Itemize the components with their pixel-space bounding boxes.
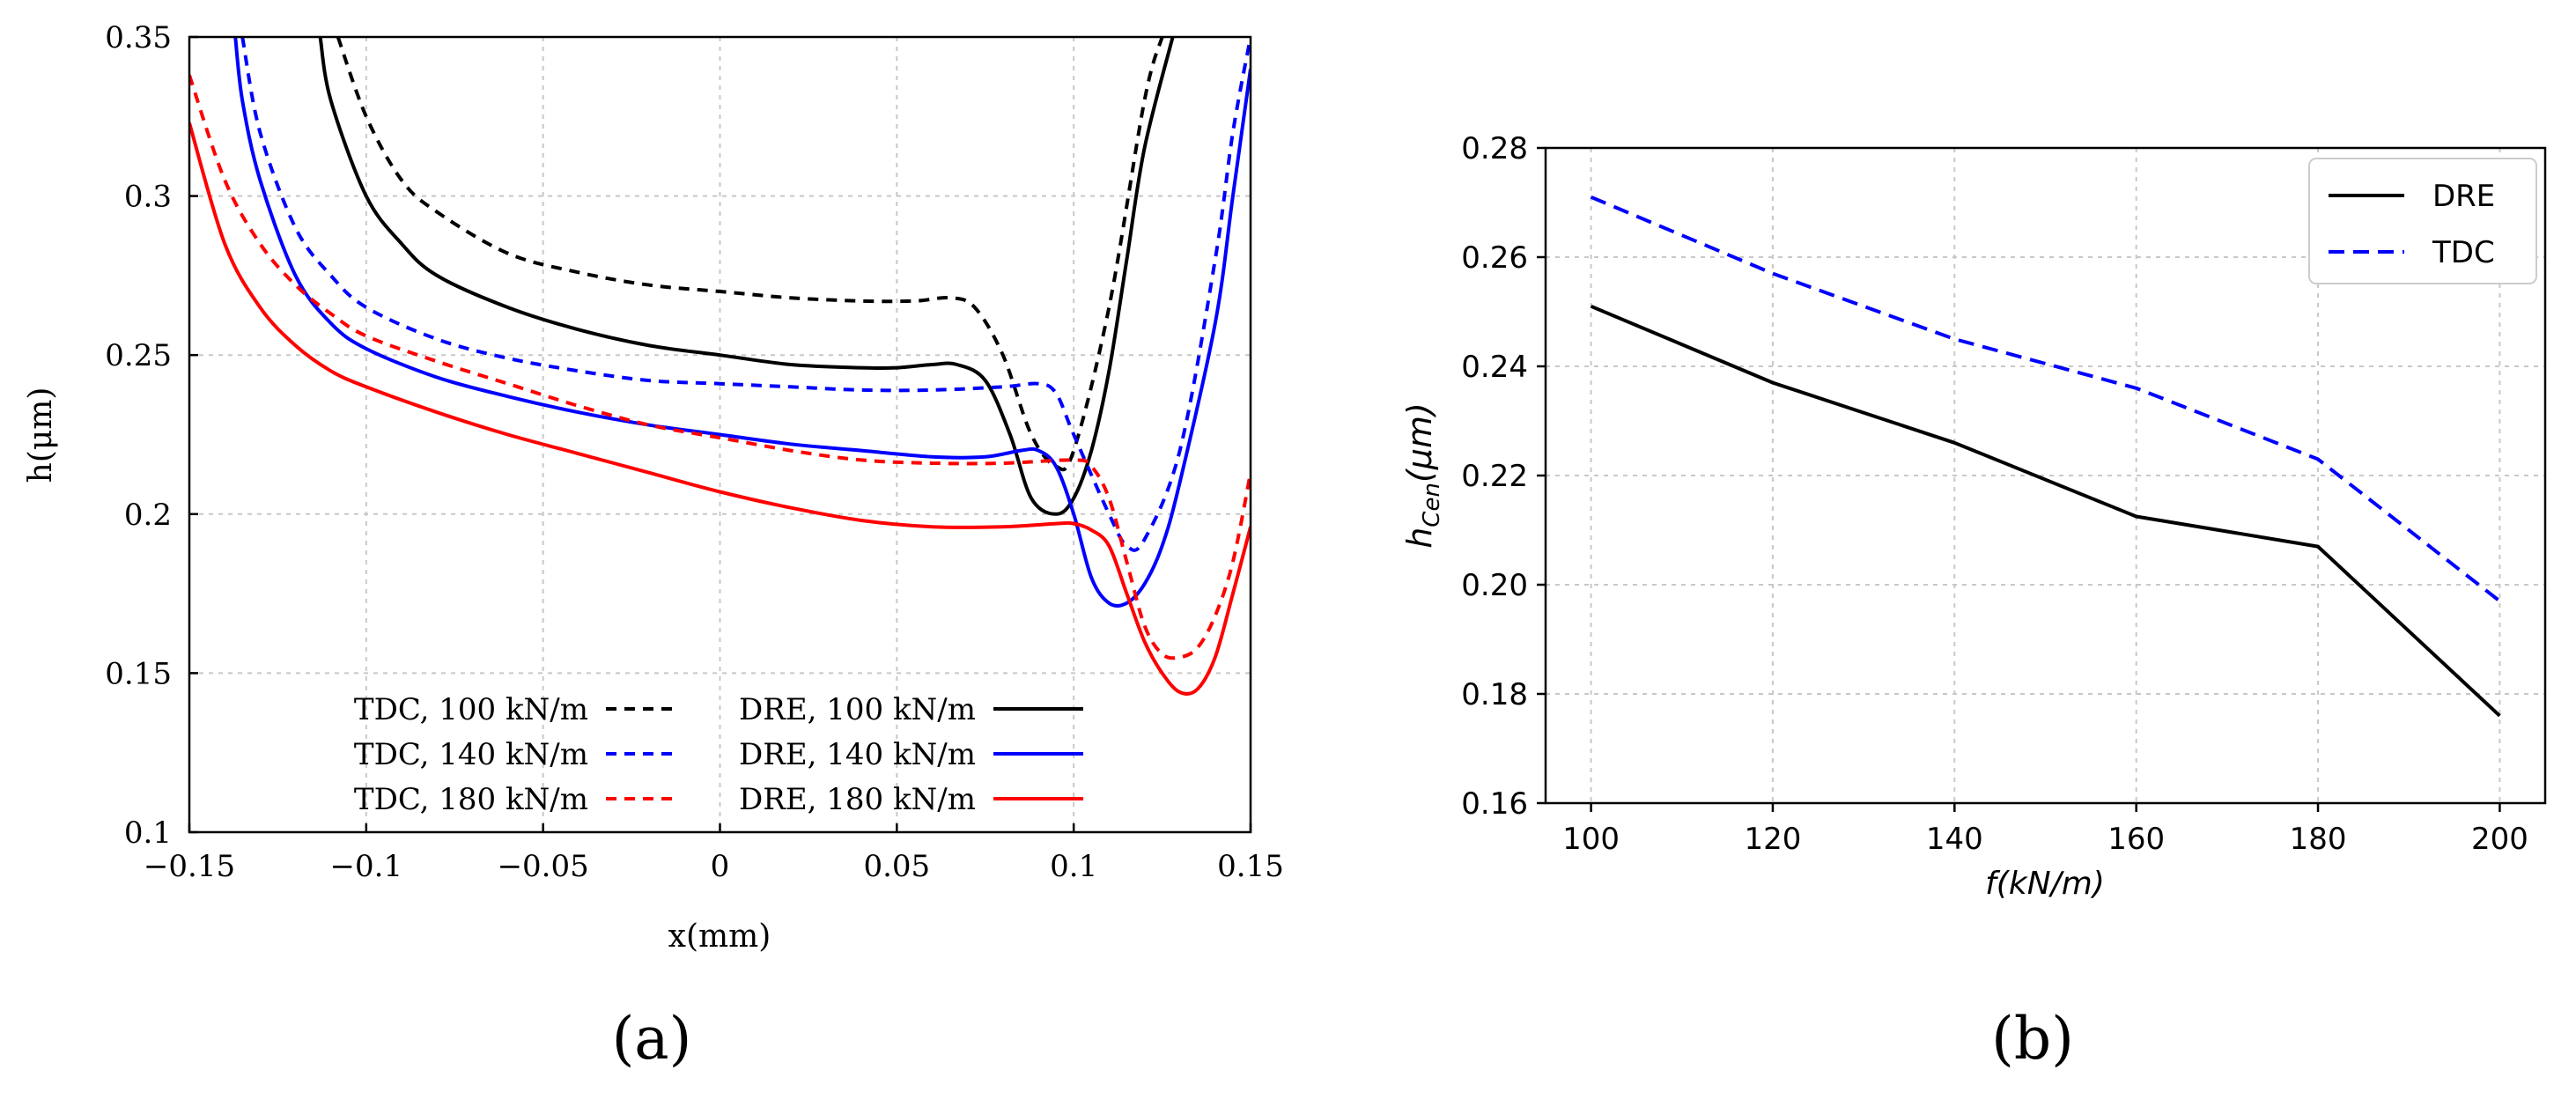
series-line-dre-100-kn-m (318, 37, 1175, 516)
x-tick-label: 200 (2471, 822, 2528, 857)
x-axis-label-b: f(kN/m) (1985, 866, 2105, 902)
x-tick-label: −0.15 (144, 849, 235, 884)
axis-ticks-b: 100 120 140 160 180 200 0.16 0.18 0.20 0.22 0.24 0.… (1461, 131, 2528, 857)
x-tick-label: 160 (2107, 822, 2165, 857)
legend-label-tdc-100-kn-m: TDC, 100 kN/m (354, 692, 588, 727)
legend-label-tdc-180-kn-m: TDC, 180 kN/m (354, 782, 588, 817)
legend-box-b (2308, 158, 2537, 284)
y-tick-label: 0.3 (124, 180, 172, 215)
legend-label-tdc-140-kn-m: TDC, 140 kN/m (354, 737, 588, 772)
y-tick-label: 0.20 (1461, 568, 1528, 603)
series-line-tdc-180-kn-m (189, 74, 1251, 660)
x-tick-label: −0.05 (498, 849, 589, 884)
y-tick-label: 0.26 (1461, 240, 1528, 276)
series-line-tdc-140-kn-m (240, 37, 1251, 552)
legend-label-dre-100-kn-m: DRE, 100 kN/m (739, 692, 976, 727)
x-axis-label-a: x(mm) (668, 918, 771, 955)
legend-label-dre: DRE (2432, 179, 2495, 214)
legend-label-dre-140-kn-m: DRE, 140 kN/m (739, 737, 976, 772)
legend-label-dre-180-kn-m: DRE, 180 kN/m (739, 782, 976, 817)
panel-label-a: (a) (612, 1005, 692, 1073)
series-group-a (189, 37, 1251, 697)
x-tick-label: 0.1 (1050, 849, 1097, 884)
y-tick-label: 0.1 (124, 815, 172, 851)
y-tick-label: 0.16 (1461, 786, 1528, 822)
x-tick-label: 100 (1562, 822, 1620, 857)
y-axis-label-b-main: h (1400, 527, 1439, 549)
x-tick-label: 140 (1926, 822, 1983, 857)
x-tick-label: 0.05 (863, 849, 930, 884)
x-tick-label: 120 (1745, 822, 1802, 857)
axis-ticks-a: −0.15 −0.1 −0.05 0 0.05 0.1 0.15 0.1 0.15 0.2 0.25… (105, 20, 1284, 884)
y-tick-label: 0.22 (1461, 459, 1528, 494)
x-tick-label: −0.1 (330, 849, 403, 884)
series-line-dre-180-kn-m (189, 122, 1251, 697)
y-tick-label: 0.2 (124, 498, 172, 533)
y-tick-label: 0.25 (105, 338, 172, 373)
y-tick-label: 0.18 (1461, 677, 1528, 712)
y-tick-label: 0.35 (105, 20, 172, 55)
y-tick-label: 0.28 (1461, 131, 1528, 166)
legend-b: DRE TDC (2308, 158, 2537, 284)
y-axis-label-b-sub: Cen (1419, 483, 1445, 527)
y-axis-label-b-unit: (μm) (1400, 402, 1439, 483)
x-tick-label: 0 (711, 849, 730, 884)
legend-label-tdc: TDC (2432, 235, 2495, 270)
x-tick-label: 180 (2290, 822, 2347, 857)
chart-panel-a: −0.15 −0.1 −0.05 0 0.05 0.1 0.15 0.1 0.15 0.2 0.25… (23, 20, 1284, 1073)
x-tick-label: 0.15 (1217, 849, 1284, 884)
series-group-b (1590, 195, 2501, 718)
series-line-dre-140-kn-m (233, 37, 1251, 609)
series-line-dre (1590, 304, 2501, 718)
legend-a: TDC, 100 kN/m DRE, 100 kN/m TDC, 140 kN/m D… (354, 692, 1083, 817)
chart-panel-b: 100 120 140 160 180 200 0.16 0.18 0.20 0.22 0.24 0.… (1400, 131, 2547, 1073)
y-tick-label: 0.24 (1461, 350, 1528, 385)
y-tick-label: 0.15 (105, 656, 172, 691)
svg-text:hCen(μm): hCen(μm) (1400, 402, 1445, 549)
y-axis-label-b: hCen(μm) (1400, 402, 1445, 549)
panel-label-b: (b) (1991, 1005, 2074, 1073)
y-axis-label-a: h(μm) (23, 387, 59, 483)
